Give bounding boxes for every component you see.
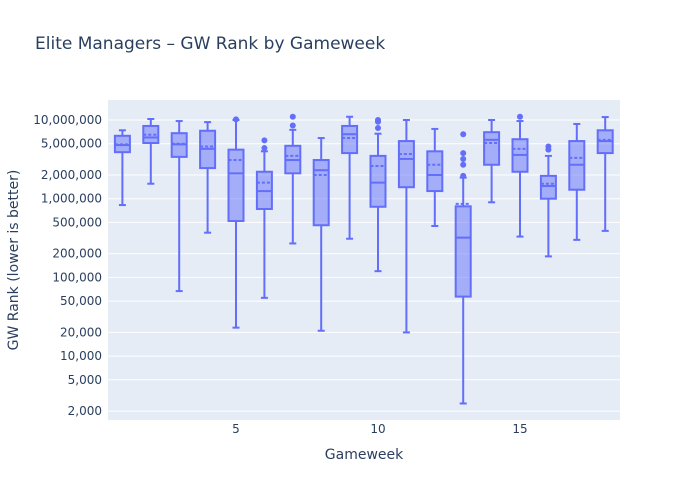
y-tick-label: 5,000 [68,373,102,387]
x-axis-title: Gameweek [324,447,404,463]
box-gw-3[interactable] [170,120,188,293]
outlier-point[interactable] [375,117,381,123]
y-tick-label: 100,000 [52,270,102,284]
outlier-point[interactable] [233,116,239,123]
box-gw-17[interactable] [568,122,586,241]
box-gw-5[interactable] [227,116,245,329]
outlier-point[interactable] [460,155,467,162]
box-gw-16[interactable] [539,143,557,258]
y-tick-label: 500,000 [52,215,102,229]
outlier-point[interactable] [545,143,552,150]
outlier-point[interactable] [460,172,467,179]
box-gw-8[interactable] [312,137,330,332]
box-gw-12[interactable] [426,127,444,227]
outlier-point[interactable] [375,125,381,132]
x-tick-label: 10 [370,422,385,436]
box-gw-7[interactable] [284,113,302,245]
y-tick-label: 10,000 [60,349,102,363]
box-gw-10[interactable] [369,117,387,273]
y-tick-label: 20,000 [60,325,102,339]
box-gw-4[interactable] [199,121,217,234]
x-tick-label: 5 [232,422,240,436]
outlier-point[interactable] [289,122,296,129]
y-tick-label: 50,000 [60,294,102,308]
y-tick-label: 2,000 [68,404,102,418]
box-gw-18[interactable] [596,116,614,232]
y-tick-label: 10,000,000 [33,113,102,127]
plot-area [108,100,620,420]
y-tick-label: 1,000,000 [41,192,102,206]
outlier-point[interactable] [460,150,467,157]
outlier-point[interactable] [517,113,523,120]
box-gw-9[interactable] [341,115,359,240]
outlier-point[interactable] [460,161,467,168]
y-tick-label: 5,000,000 [41,137,102,151]
outlier-point[interactable] [289,113,296,120]
chart-title: Elite Managers – GW Rank by Gameweek [35,34,386,54]
x-axis-ticks: 5 10 15 [232,422,527,436]
box-series [113,113,614,405]
box-gw-13[interactable] [454,131,472,405]
outlier-point[interactable] [261,137,268,144]
y-tick-label: 2,000,000 [41,168,102,182]
box-gw-1[interactable] [113,129,131,207]
box-gw-11[interactable] [397,119,415,334]
x-tick-label: 15 [512,422,527,436]
outlier-point[interactable] [460,131,467,138]
box-gw-2[interactable] [142,117,160,185]
box-gw-14[interactable] [483,119,501,204]
y-axis-ticks: 10,000,000 5,000,000 2,000,000 1,000,000 500… [33,113,102,418]
box-gw-15[interactable] [511,113,529,238]
box-gw-6[interactable] [255,137,273,299]
y-tick-label: 200,000 [52,247,102,261]
outlier-point[interactable] [261,145,268,152]
grid-lines [108,119,620,412]
